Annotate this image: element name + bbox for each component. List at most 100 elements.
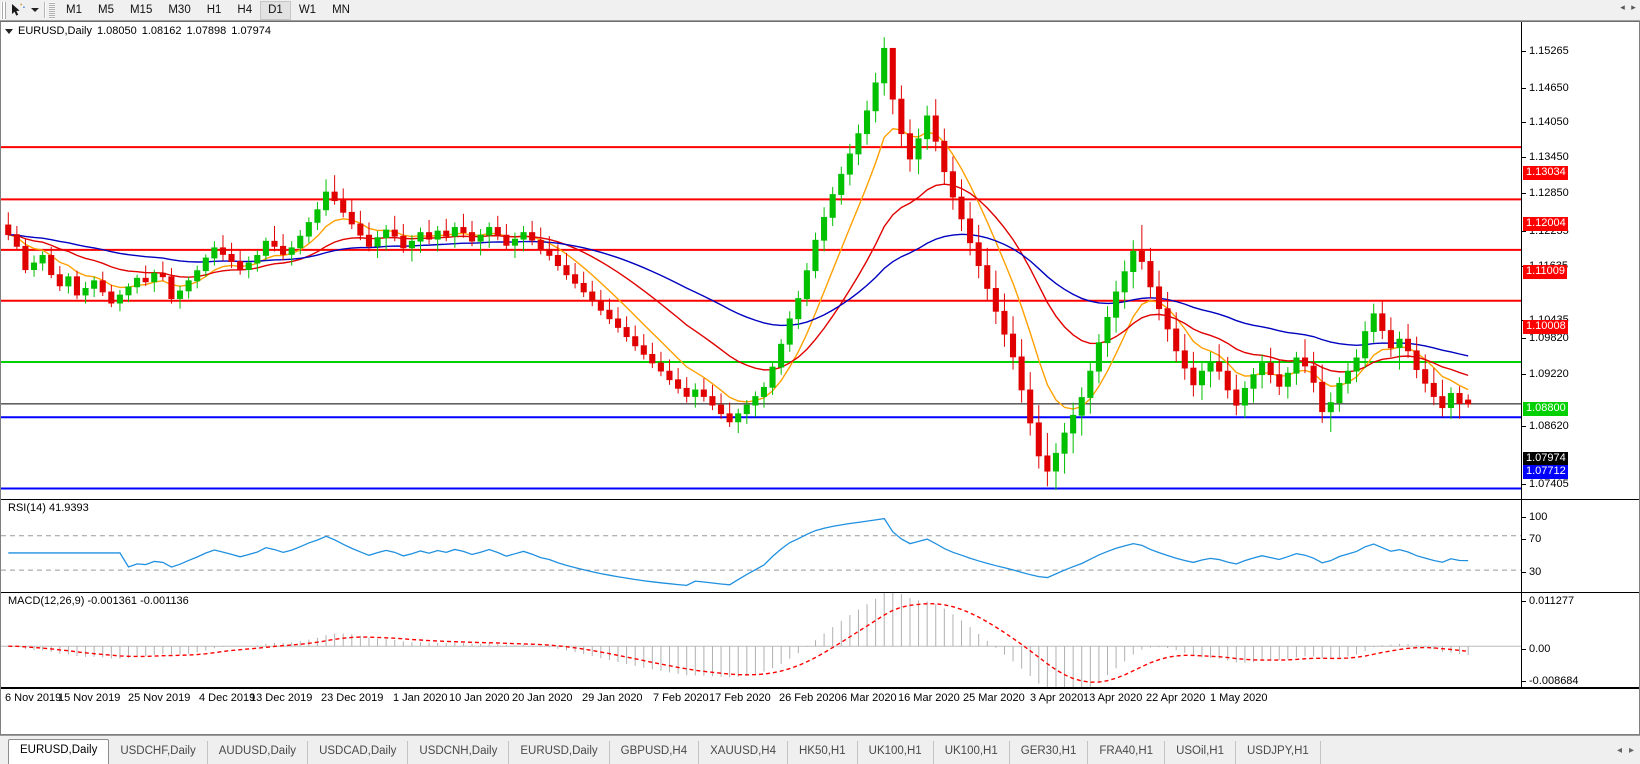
candle-body [580,282,587,293]
rsi-axis: 100 70 30 [1521,500,1639,592]
tab-gbpusd-h4-6[interactable]: GBPUSD,H4 [610,741,700,764]
axis-label: 1.08620 [1529,420,1569,432]
candle-body [1044,455,1051,472]
candle-body [520,232,527,240]
tab-ger30-h1-11[interactable]: GER30,H1 [1010,741,1089,764]
candle-body [726,413,733,423]
price-axis[interactable]: 1.15265 1.14650 1.14050 1.13450 1.12850 1.122… [1521,22,1639,561]
candle-body [426,232,433,240]
candle-body [623,327,630,338]
timeframe-m1[interactable]: M1 [66,4,82,16]
tab-usdjpy-h1-14[interactable]: USDJPY,H1 [1236,741,1321,764]
macd-plot[interactable] [1,593,1521,687]
tab-uk100-h1-10[interactable]: UK100,H1 [934,741,1010,764]
price-level-tag[interactable]: 1.12004 [1523,217,1568,231]
candle-body [468,232,476,242]
price-level-tag[interactable]: 1.08800 [1523,402,1568,416]
axis-tick [1522,122,1526,123]
price-level-tag[interactable]: 1.10008 [1523,320,1568,334]
tab-xauusd-h4-7[interactable]: XAUUSD,H4 [699,741,788,764]
axis-label: 70 [1529,533,1542,545]
time-axis[interactable]: 6 Nov 2019 15 Nov 2019 25 Nov 2019 4 Dec 20… [1,688,1639,710]
candle-body [1447,393,1454,408]
triangle-down-icon[interactable] [5,28,13,34]
timeframe-m5[interactable]: M5 [97,4,114,16]
candle-body [881,47,888,84]
candle-body [898,98,905,135]
chart-open: 1.08050 [96,25,137,37]
timeframe-m30[interactable]: M30 [168,4,191,16]
timeframe-m15[interactable]: M15 [129,4,153,16]
candle-body [314,209,321,223]
rsi-line [8,517,1469,587]
candle-body [1052,452,1060,472]
candle-body [56,274,63,287]
tab-eurusd-daily-0[interactable]: EURUSD,Daily [8,739,110,764]
chart-tabs[interactable]: EURUSD,Daily USDCHF,Daily AUDUSD,Daily USDC… [0,735,1640,764]
candle-body [1387,330,1394,349]
price-plot[interactable] [1,22,1521,499]
timeframe-d1[interactable]: D1 [260,0,291,20]
tab-usdcnh-daily-4[interactable]: USDCNH,Daily [408,741,510,764]
tab-uk100-h1-9[interactable]: UK100,H1 [858,741,934,764]
time-label: 16 Mar 2020 [898,692,960,704]
candle-body [1370,313,1377,332]
time-label: 20 Jan 2020 [512,692,573,704]
toolbar-dropdown-icon[interactable] [28,1,41,19]
timeframe-mn[interactable]: MN [332,4,350,16]
tab-next-icon[interactable]: ▸ [1628,745,1634,756]
candle-body [1070,414,1077,434]
axis-tick [1522,193,1526,194]
tab-nav: ◂ ▸ [1617,745,1634,756]
scroll-right-icon[interactable]: ▸ [1631,2,1636,12]
candle-body [297,235,304,249]
scroll-left-icon[interactable]: ◂ [1620,2,1625,12]
cursor-crosshair-icon[interactable] [8,1,28,19]
candle-body [1276,374,1283,387]
candle-body [683,387,690,397]
price-level-tag[interactable]: 1.13034 [1523,166,1568,180]
timeframe-group: M1 M5 M15 M30 H1 H4 D1 W1 MN [58,0,358,20]
rsi-plot[interactable] [1,500,1521,592]
rsi-pane[interactable]: RSI(14) 41.9393 100 70 30 [1,500,1639,593]
toolbar-grip[interactable] [1,1,6,19]
price-level-tag[interactable]: 1.11009 [1523,265,1567,279]
tab-eurusd-daily-5[interactable]: EURUSD,Daily [509,741,610,764]
candle-body [889,47,896,100]
candle-body [778,343,785,368]
timeframe-grip[interactable] [49,1,55,19]
timeframe-h1[interactable]: H1 [206,4,222,16]
timeframe-w1[interactable]: W1 [298,4,317,16]
tab-usoil-h1-13[interactable]: USOil,H1 [1165,741,1236,764]
candle-body [245,262,252,270]
tab-fra40-h1-12[interactable]: FRA40,H1 [1088,741,1166,764]
candle-body [1173,328,1180,352]
candle-body [855,133,862,155]
tab-audusd-daily-2[interactable]: AUDUSD,Daily [208,741,309,764]
candle-body [99,280,106,293]
macd-pane[interactable]: MACD(12,26,9) -0.001361 -0.001136 0.0112… [1,593,1639,688]
candle-body [451,227,458,237]
timeframe-h4[interactable]: H4 [237,4,253,16]
price-pane[interactable]: EURUSD,Daily 1.08050 1.08162 1.07898 1.0… [1,22,1639,561]
tab-usdcad-daily-3[interactable]: USDCAD,Daily [308,741,409,764]
axis-tick [1522,572,1526,573]
tab-hk50-h1-8[interactable]: HK50,H1 [788,741,858,764]
candle-body [73,276,80,296]
time-label: 23 Dec 2019 [321,692,384,704]
time-label: 13 Dec 2019 [250,692,313,704]
candle-body [417,232,424,242]
price-level-tag[interactable]: 1.07974 [1523,452,1568,466]
axis-tick [1522,88,1526,89]
candle-body [48,255,55,276]
tab-usdchf-daily-1[interactable]: USDCHF,Daily [109,741,208,764]
chart-area[interactable]: EURUSD,Daily 1.08050 1.08162 1.07898 1.0… [0,21,1640,735]
candle-body [305,222,312,237]
price-level-tag[interactable]: 1.07712 [1523,465,1568,479]
candle-body [288,247,295,255]
candle-body [614,318,622,328]
candle-body [1155,286,1163,310]
tab-prev-icon[interactable]: ◂ [1616,745,1622,756]
candle-body [348,211,355,225]
candle-body [202,257,209,272]
